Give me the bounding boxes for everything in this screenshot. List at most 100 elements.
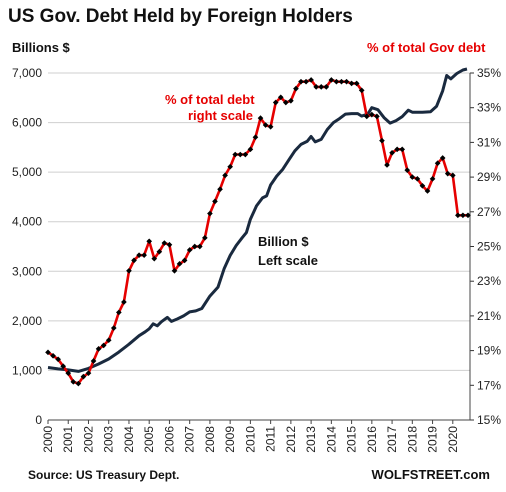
right-tick-label: 15%	[477, 413, 501, 427]
percent-point	[424, 188, 431, 194]
percent-point	[303, 78, 309, 85]
percent-point	[156, 248, 163, 255]
percent-point	[308, 77, 314, 83]
percent-point	[353, 80, 360, 87]
left-tick-label: 1,000	[12, 363, 42, 377]
x-tick-label: 2014	[324, 426, 338, 453]
percent-point	[328, 77, 335, 83]
x-tick-label: 2006	[162, 426, 176, 453]
percent-point	[323, 84, 330, 90]
red-line-annotation-1: % of total debt	[165, 92, 255, 107]
percent-point	[171, 267, 178, 274]
percent-point	[70, 379, 77, 385]
percent-point	[227, 163, 233, 170]
right-tick-label: 27%	[477, 205, 501, 219]
right-axis-ticks: 15% 17% 19% 21% 23% 25% 27% 29% 31% 33% 35%	[477, 66, 501, 427]
right-tick-label: 31%	[477, 135, 501, 149]
percent-point	[439, 155, 446, 161]
brand-label: WOLFSTREET.com	[372, 467, 490, 482]
x-tick-label: 2013	[304, 426, 318, 453]
percent-point	[161, 240, 168, 246]
percent-point	[399, 146, 406, 153]
percent-point	[338, 78, 345, 85]
right-tick-label: 35%	[477, 66, 501, 80]
percent-point	[202, 234, 208, 241]
x-tick-label: 2007	[183, 426, 197, 453]
percent-point	[232, 151, 239, 158]
percent-point	[105, 337, 112, 344]
percent-point	[358, 87, 365, 94]
percent-point	[110, 325, 117, 331]
percent-point	[95, 346, 102, 352]
source-note: Source: US Treasury Dept.	[28, 468, 179, 482]
percent-point	[247, 146, 254, 153]
percent-point	[414, 176, 421, 182]
percent-point	[212, 198, 218, 205]
x-tick-label: 2019	[426, 426, 440, 453]
percent-point	[166, 241, 173, 248]
right-tick-label: 29%	[477, 170, 501, 184]
right-tick-label: 23%	[477, 274, 501, 288]
x-tick-label: 2004	[122, 426, 136, 453]
percent-point	[237, 151, 244, 158]
x-tick-label: 2010	[243, 426, 257, 453]
percent-point	[394, 146, 400, 153]
percent-point	[146, 238, 153, 245]
left-tick-label: 7,000	[12, 66, 42, 80]
percent-point	[262, 122, 269, 128]
x-tick-label: 2001	[61, 426, 75, 453]
percent-point	[429, 176, 436, 182]
series-line-billions	[47, 67, 468, 373]
percent-point	[267, 123, 274, 130]
percent-point	[181, 257, 188, 264]
right-tick-label: 33%	[477, 101, 501, 115]
percent-point	[374, 113, 380, 120]
percent-point	[242, 151, 249, 158]
percent-point	[363, 113, 370, 120]
percent-point	[191, 243, 198, 250]
x-tick-label: 2009	[223, 426, 237, 453]
left-tick-label: 0	[35, 413, 42, 427]
x-tick-label: 2003	[102, 426, 116, 453]
left-tick-label: 6,000	[12, 116, 42, 130]
percent-point	[460, 212, 466, 219]
percent-point	[384, 162, 390, 168]
percent-point	[444, 170, 451, 177]
left-axis-ticks: 0 1,000 2,000 3,000 4,000 5,000 6,000 7,000	[12, 66, 42, 427]
percent-point	[465, 212, 471, 219]
right-axis-label: % of total Gov debt	[367, 40, 486, 55]
percent-point	[348, 80, 355, 87]
percent-point	[343, 78, 350, 85]
axes	[47, 72, 474, 424]
x-tick-label: 2002	[81, 426, 95, 453]
gridlines	[48, 72, 470, 421]
percent-point	[282, 99, 289, 106]
percent-point	[379, 137, 385, 144]
percent-point	[151, 255, 158, 262]
percent-point	[196, 243, 203, 250]
percent-point	[85, 370, 92, 376]
percent-point	[75, 380, 82, 387]
percent-point	[65, 370, 72, 376]
black-line-annotation-2: Left scale	[258, 253, 318, 268]
percent-point	[176, 261, 183, 267]
x-tick-label: 2000	[41, 426, 55, 453]
percent-point	[455, 212, 461, 219]
percent-point	[404, 167, 411, 173]
left-axis-label: Billions $	[12, 40, 71, 55]
red-line-annotation-2: right scale	[188, 108, 253, 123]
right-tick-label: 25%	[477, 240, 501, 254]
right-tick-label: 19%	[477, 344, 501, 358]
percent-point	[80, 373, 87, 380]
percent-point	[141, 252, 147, 259]
percent-point	[298, 78, 304, 85]
percent-point	[257, 115, 264, 121]
black-line-annotation-1: Billion $	[258, 234, 309, 249]
percent-point	[90, 358, 97, 364]
percent-point	[333, 78, 340, 85]
percent-point	[277, 94, 284, 101]
left-tick-label: 4,000	[12, 215, 42, 229]
x-tick-label: 2008	[203, 426, 217, 453]
percent-point	[136, 252, 142, 259]
